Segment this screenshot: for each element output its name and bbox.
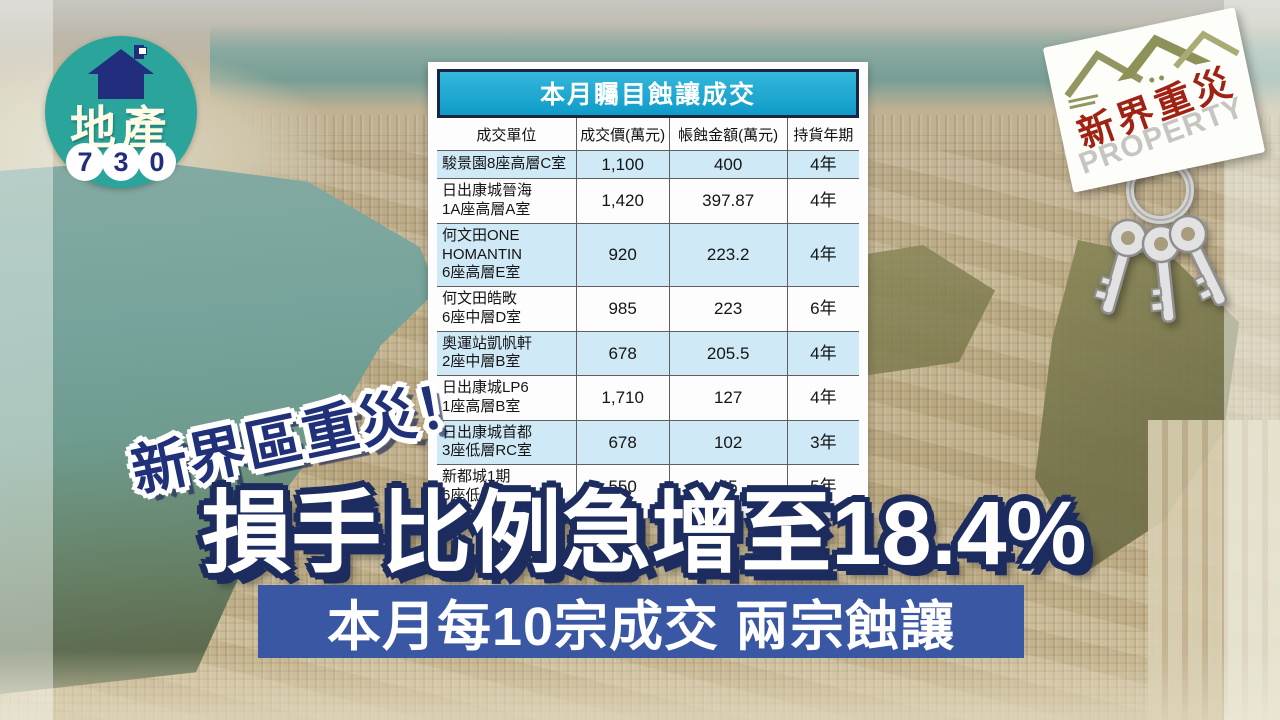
column-header-price: 成交價(萬元) bbox=[575, 118, 670, 151]
cell-years: 4年 bbox=[786, 330, 859, 376]
cell-unit: 駿景園8座高層C室 bbox=[437, 149, 577, 179]
table-header-row: 成交單位 成交價(萬元) 帳蝕金額(萬元) 持貨年期 bbox=[437, 118, 859, 151]
waterfront-strip bbox=[0, 650, 1280, 720]
loss-table-body: 駿景園8座高層C室 1,100 400 4年 日出康城晉海 1A座高層A室 1,420 397… bbox=[437, 149, 859, 509]
cell-years: 4年 bbox=[786, 222, 859, 287]
cell-unit: 日出康城LP6 1座高層B室 bbox=[437, 375, 577, 420]
cell-years: 4年 bbox=[786, 178, 859, 224]
table-row: 日出康城晉海 1A座高層A室 1,420 397.87 4年 bbox=[437, 178, 859, 224]
cell-loss: 223 bbox=[668, 286, 788, 331]
column-header-loss: 帳蝕金額(萬元) bbox=[668, 118, 788, 151]
cell-unit: 日出康城晉海 1A座高層A室 bbox=[437, 178, 577, 224]
table-row: 駿景園8座高層C室 1,100 400 4年 bbox=[437, 149, 859, 179]
loss-table-card: 本月矚目蝕讓成交 成交單位 成交價(萬元) 帳蝕金額(萬元) 持貨年期 駿景園8… bbox=[428, 62, 868, 518]
cell-price: 985 bbox=[575, 286, 670, 331]
table-row: 新都城1期 6座低層B室 550 45 5年 bbox=[437, 464, 859, 509]
cell-price: 1,100 bbox=[575, 149, 670, 179]
cell-years: 4年 bbox=[786, 375, 859, 420]
cell-price: 1,710 bbox=[575, 375, 670, 420]
headline-text: 損手比例急增至18.4% bbox=[201, 484, 1087, 584]
left-white-strip bbox=[0, 0, 53, 720]
roofs-graphic bbox=[1064, 30, 1240, 110]
table-row: 何文田皓畋 6座中層D室 985 223 6年 bbox=[437, 286, 859, 331]
table-row: 日出康城首都 3座低層RC室 678 102 3年 bbox=[437, 419, 859, 465]
cell-years: 4年 bbox=[786, 149, 859, 179]
house-icon bbox=[88, 45, 154, 101]
cell-price: 678 bbox=[575, 419, 670, 465]
banner-bar: 本月每10宗成交 兩宗蝕讓 bbox=[258, 585, 1024, 658]
cell-loss: 127 bbox=[668, 375, 788, 420]
cell-years: 5年 bbox=[786, 464, 859, 509]
property-sign: 新界重災 PROPERTY bbox=[1042, 7, 1266, 193]
cell-loss: 205.5 bbox=[668, 330, 788, 376]
logo-digit: 3 bbox=[102, 143, 140, 181]
table-row: 日出康城LP6 1座高層B室 1,710 127 4年 bbox=[437, 375, 859, 420]
cell-unit: 何文田ONE HOMANTIN 6座高層E室 bbox=[437, 222, 577, 287]
banner-text: 本月每10宗成交 兩宗蝕讓 bbox=[326, 597, 956, 657]
cell-loss: 45 bbox=[668, 464, 788, 509]
cell-loss: 223.2 bbox=[668, 222, 788, 287]
cell-price: 920 bbox=[575, 222, 670, 287]
logo-digits: 7 3 0 bbox=[45, 143, 197, 181]
cell-years: 6年 bbox=[786, 286, 859, 331]
table-row: 何文田ONE HOMANTIN 6座高層E室 920 223.2 4年 bbox=[437, 222, 859, 287]
cell-loss: 397.87 bbox=[668, 178, 788, 224]
cell-years: 3年 bbox=[786, 419, 859, 465]
cell-loss: 102 bbox=[668, 419, 788, 465]
cell-price: 1,420 bbox=[575, 178, 670, 224]
cell-unit: 奧運站凱帆軒 2座中層B室 bbox=[437, 330, 577, 376]
logo-digit: 0 bbox=[138, 143, 176, 181]
loss-table: 成交單位 成交價(萬元) 帳蝕金額(萬元) 持貨年期 駿景園8座高層C室 1,10… bbox=[437, 118, 859, 509]
table-title: 本月矚目蝕讓成交 bbox=[437, 69, 859, 118]
cell-unit: 何文田皓畋 6座中層D室 bbox=[437, 286, 577, 331]
cell-unit: 新都城1期 6座低層B室 bbox=[437, 464, 577, 509]
logo-digit: 7 bbox=[66, 143, 104, 181]
cell-unit: 日出康城首都 3座低層RC室 bbox=[437, 419, 577, 465]
cell-loss: 400 bbox=[668, 149, 788, 179]
cell-price: 678 bbox=[575, 330, 670, 376]
cell-price: 550 bbox=[575, 464, 670, 509]
table-row: 奧運站凱帆軒 2座中層B室 678 205.5 4年 bbox=[437, 330, 859, 376]
property730-logo: 地產 7 3 0 bbox=[45, 36, 197, 188]
column-header-unit: 成交單位 bbox=[476, 127, 537, 144]
column-header-years: 持貨年期 bbox=[786, 118, 859, 151]
